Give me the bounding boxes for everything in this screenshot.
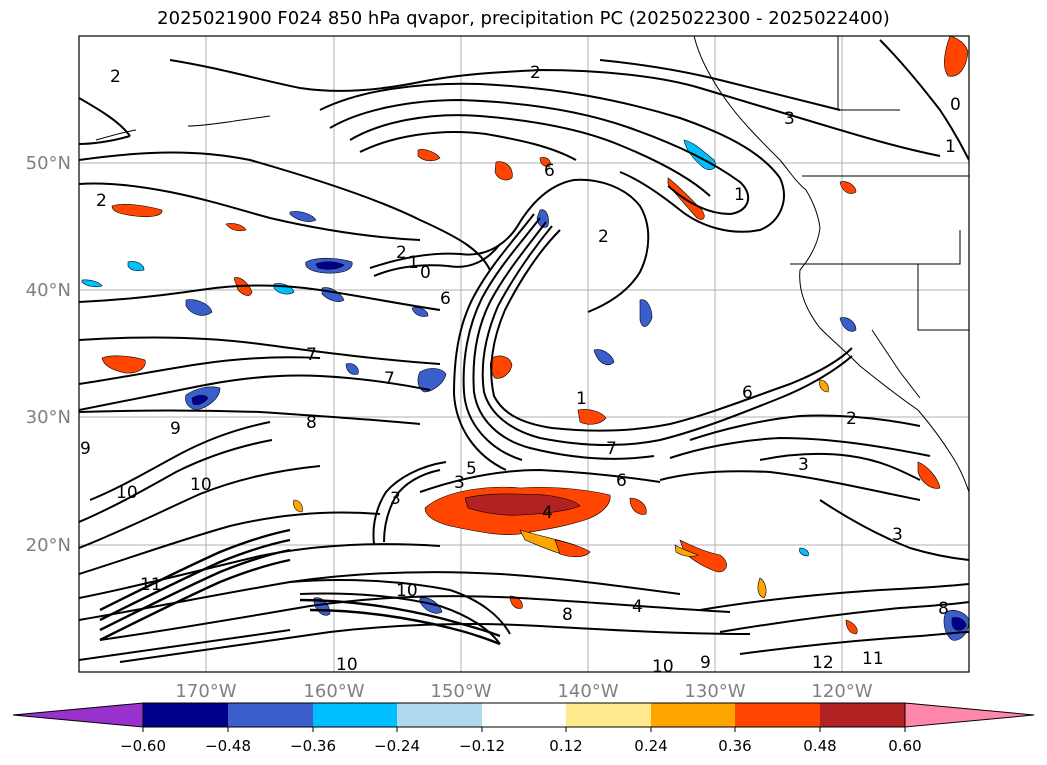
plot-frame	[78, 35, 970, 673]
contour-label: 1	[734, 185, 745, 205]
contour-label: 0	[950, 95, 961, 115]
longitude-labels: 170°W 160°W 150°W 140°W 130°W 120°W	[175, 681, 872, 702]
contour-label: 3	[784, 109, 795, 129]
precip-patches	[81, 36, 969, 641]
colorbar-tick-label: 0.24	[634, 737, 667, 755]
lat-label: 50°N	[26, 153, 71, 174]
contour-label: 8	[306, 413, 317, 433]
contour-label: 10	[652, 657, 674, 677]
lon-label: 130°W	[684, 681, 745, 702]
contour-label: 5	[466, 459, 477, 479]
contour-label: 9	[700, 653, 711, 673]
contour-label: 6	[544, 161, 555, 181]
colorbar-segment	[651, 703, 735, 727]
contour-label: 1	[945, 137, 956, 157]
contour-label: 2	[110, 67, 121, 87]
latitude-labels: 50°N 40°N 30°N 20°N	[26, 153, 71, 556]
colorbar-under-arrow	[12, 702, 144, 728]
contour-label: 9	[80, 439, 91, 459]
contour-label: 10	[336, 655, 358, 675]
contour-label: 4	[632, 597, 643, 617]
coastlines	[95, 36, 969, 493]
contour-label: 6	[616, 471, 627, 491]
contour-label: 7	[606, 439, 617, 459]
colorbar-tick-label: 0.36	[718, 737, 751, 755]
colorbar-tick-label: 0.60	[888, 737, 921, 755]
contour-label: 2	[96, 191, 107, 211]
lat-label: 40°N	[26, 280, 71, 301]
colorbar-segment	[566, 703, 651, 727]
colorbar-segment	[482, 703, 566, 727]
colorbar-segment	[820, 703, 905, 727]
colorbar-tick-label: −0.48	[205, 737, 251, 755]
colorbar-tick-label: −0.12	[459, 737, 505, 755]
contour-label: 1	[576, 389, 587, 409]
colorbar-segment	[313, 703, 397, 727]
contour-label: 2	[530, 63, 541, 83]
colorbar-tick-label: −0.36	[290, 737, 336, 755]
colorbar-segment	[735, 703, 820, 727]
colorbar-segment	[397, 703, 482, 727]
contour-label: 3	[454, 473, 465, 493]
lon-label: 150°W	[430, 681, 491, 702]
contour-label: 3	[798, 455, 809, 475]
contour-label: 11	[140, 575, 162, 595]
colorbar-segment	[143, 703, 228, 727]
contour-label: 0	[420, 263, 431, 283]
contour-labels: 2 2 3 1 0 1 2 2 1 0 6 2 6 7 7 8 1 7 5 3 …	[80, 63, 961, 677]
contour-label: 7	[384, 369, 395, 389]
contour-label: 12	[812, 653, 834, 673]
colorbar-tick-label: −0.60	[120, 737, 166, 755]
colorbar-segment	[228, 703, 313, 727]
colorbar: −0.60 −0.48 −0.36 −0.24 −0.12 0.12 0.24 …	[12, 702, 1035, 755]
contour-label: 3	[390, 489, 401, 509]
contour-label: 3	[892, 525, 903, 545]
contour-label: 8	[938, 599, 949, 619]
humidity-contours	[79, 39, 969, 663]
colorbar-tick-label: 0.12	[549, 737, 582, 755]
lon-label: 120°W	[811, 681, 872, 702]
contour-label: 10	[116, 483, 138, 503]
southwest-contour-bundle	[99, 528, 501, 646]
contour-label: 2	[846, 409, 857, 429]
contour-label: 6	[742, 383, 753, 403]
colorbar-frame	[142, 702, 906, 728]
gridlines	[79, 36, 969, 672]
lat-label: 30°N	[26, 407, 71, 428]
lon-label: 160°W	[303, 681, 364, 702]
lon-label: 170°W	[175, 681, 236, 702]
colorbar-tick-label: −0.24	[374, 737, 420, 755]
map-title: 2025021900 F024 850 hPa qvapor, precipit…	[157, 8, 890, 29]
contour-label: 1	[408, 253, 419, 273]
contour-label: 8	[562, 605, 573, 625]
lat-label: 20°N	[26, 535, 71, 556]
contour-label: 10	[396, 581, 418, 601]
contour-label: 7	[306, 345, 317, 365]
lon-label: 140°W	[557, 681, 618, 702]
contour-label: 2	[396, 243, 407, 263]
contour-label: 10	[190, 475, 212, 495]
contour-label: 6	[440, 289, 451, 309]
colorbar-tick-label: 0.48	[803, 737, 836, 755]
contour-label: 11	[862, 649, 884, 669]
contour-label: 2	[598, 227, 609, 247]
contour-label: 9	[170, 419, 181, 439]
contour-label: 4	[542, 503, 553, 523]
colorbar-over-arrow	[904, 702, 1035, 728]
